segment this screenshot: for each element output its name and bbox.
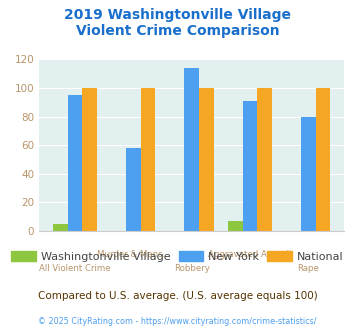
Text: 2019 Washingtonville Village
Violent Crime Comparison: 2019 Washingtonville Village Violent Cri…	[64, 8, 291, 38]
Bar	[199, 88, 214, 231]
Bar	[53, 224, 67, 231]
Bar	[141, 88, 155, 231]
Bar	[301, 116, 316, 231]
Text: Murder & Mans...: Murder & Mans...	[97, 250, 170, 259]
Text: Aggravated Assault: Aggravated Assault	[208, 250, 292, 259]
Legend: Washingtonville Village, New York, National: Washingtonville Village, New York, Natio…	[7, 247, 348, 267]
Text: Robbery: Robbery	[174, 264, 210, 273]
Text: Rape: Rape	[297, 264, 320, 273]
Text: © 2025 CityRating.com - https://www.cityrating.com/crime-statistics/: © 2025 CityRating.com - https://www.city…	[38, 317, 317, 326]
Bar	[228, 221, 243, 231]
Bar	[316, 88, 331, 231]
Text: All Violent Crime: All Violent Crime	[39, 264, 111, 273]
Bar	[257, 88, 272, 231]
Bar	[67, 95, 82, 231]
Bar	[243, 101, 257, 231]
Bar	[82, 88, 97, 231]
Text: Compared to U.S. average. (U.S. average equals 100): Compared to U.S. average. (U.S. average …	[38, 291, 317, 301]
Bar	[126, 148, 141, 231]
Bar	[184, 68, 199, 231]
